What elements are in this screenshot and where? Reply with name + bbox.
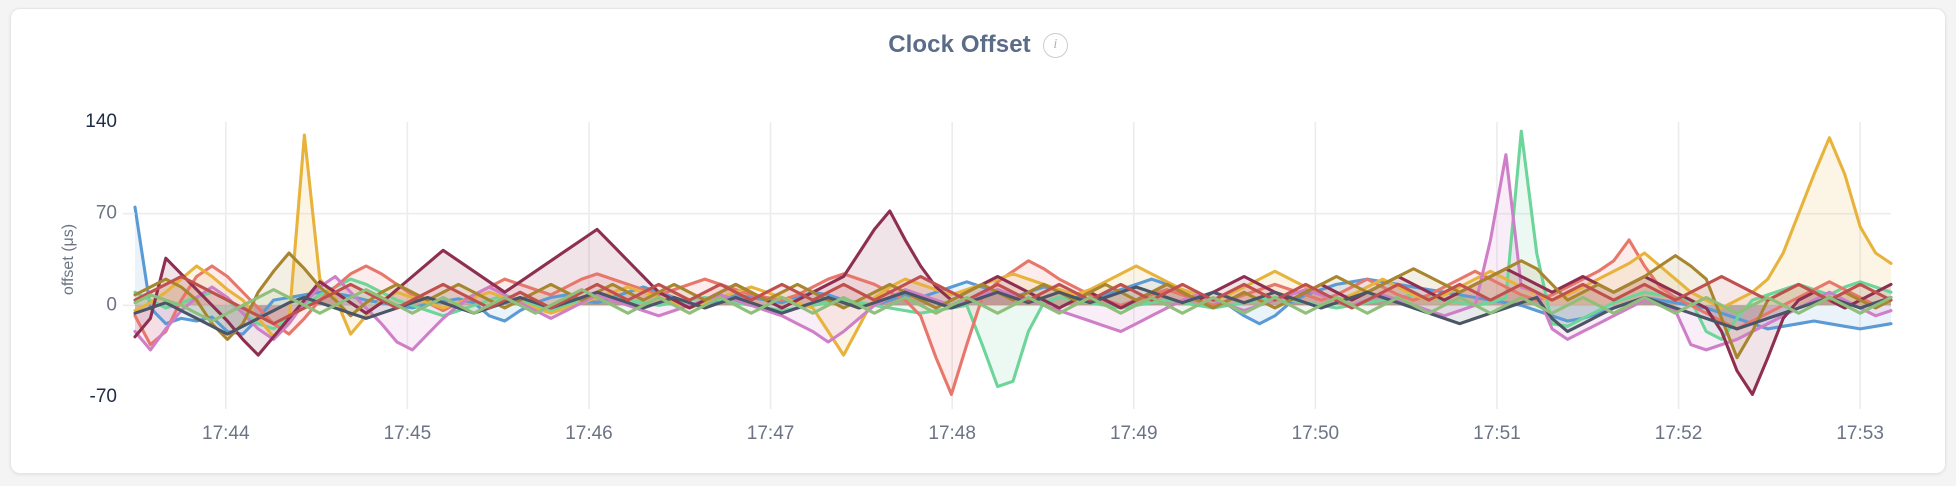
x-tick-label-17:52: 17:52 [1655,423,1703,444]
x-tick-label-17:45: 17:45 [384,423,432,444]
y-tick-label--70: -70 [90,386,117,407]
series-line-node-9[interactable] [133,274,1893,326]
series-line-node-5[interactable] [133,153,1893,352]
series-line-node-8[interactable] [133,285,1893,336]
x-tick-label-17:46: 17:46 [565,423,613,444]
x-tick-label-17:50: 17:50 [1292,423,1340,444]
clock-offset-line-chart: 140 70 0 -70 17:44 17:45 17:46 17:47 17:48 17:49… [60,111,1893,444]
x-tick-label-17:48: 17:48 [928,423,976,444]
series-line-node-4[interactable] [133,133,1893,357]
series-area-node-6 [135,211,1891,395]
chart-plot-area: 140 70 0 -70 17:44 17:45 17:46 17:47 17:48 17:49… [11,9,1947,475]
chart-card: Clock Offset i 140 70 0 -70 17:44 17:45 17:46… [10,8,1946,474]
x-tick-label-17:47: 17:47 [747,423,795,444]
x-tick-label-17:49: 17:49 [1110,423,1158,444]
y-tick-label-70: 70 [96,203,117,224]
x-tick-label-17:44: 17:44 [202,423,250,444]
y-axis-title: offset (μs) [60,224,77,295]
series-lines-group [133,129,1893,396]
y-axis-labels-group: 140 70 0 -70 [85,111,135,407]
series-line-node-7[interactable] [133,251,1893,360]
series-area-node-5 [135,154,1891,350]
y-tick-label-140: 140 [85,111,117,132]
x-axis-labels-group: 17:44 17:45 17:46 17:47 17:48 17:49 17:50 17:51… [202,423,1884,444]
y-axis-title-group: offset (μs) [60,224,77,295]
chart-header: Clock Offset i [11,31,1945,59]
page-title: Clock Offset [888,31,1031,58]
x-tick-label-17:51: 17:51 [1473,423,1521,444]
series-line-node-2[interactable] [133,129,1893,389]
series-area-node-2 [135,131,1891,387]
y-tick-label-0: 0 [106,294,117,315]
series-line-node-10[interactable] [133,288,1893,323]
info-circle-icon[interactable]: i [1042,32,1068,58]
x-tick-label-17:53: 17:53 [1836,423,1884,444]
